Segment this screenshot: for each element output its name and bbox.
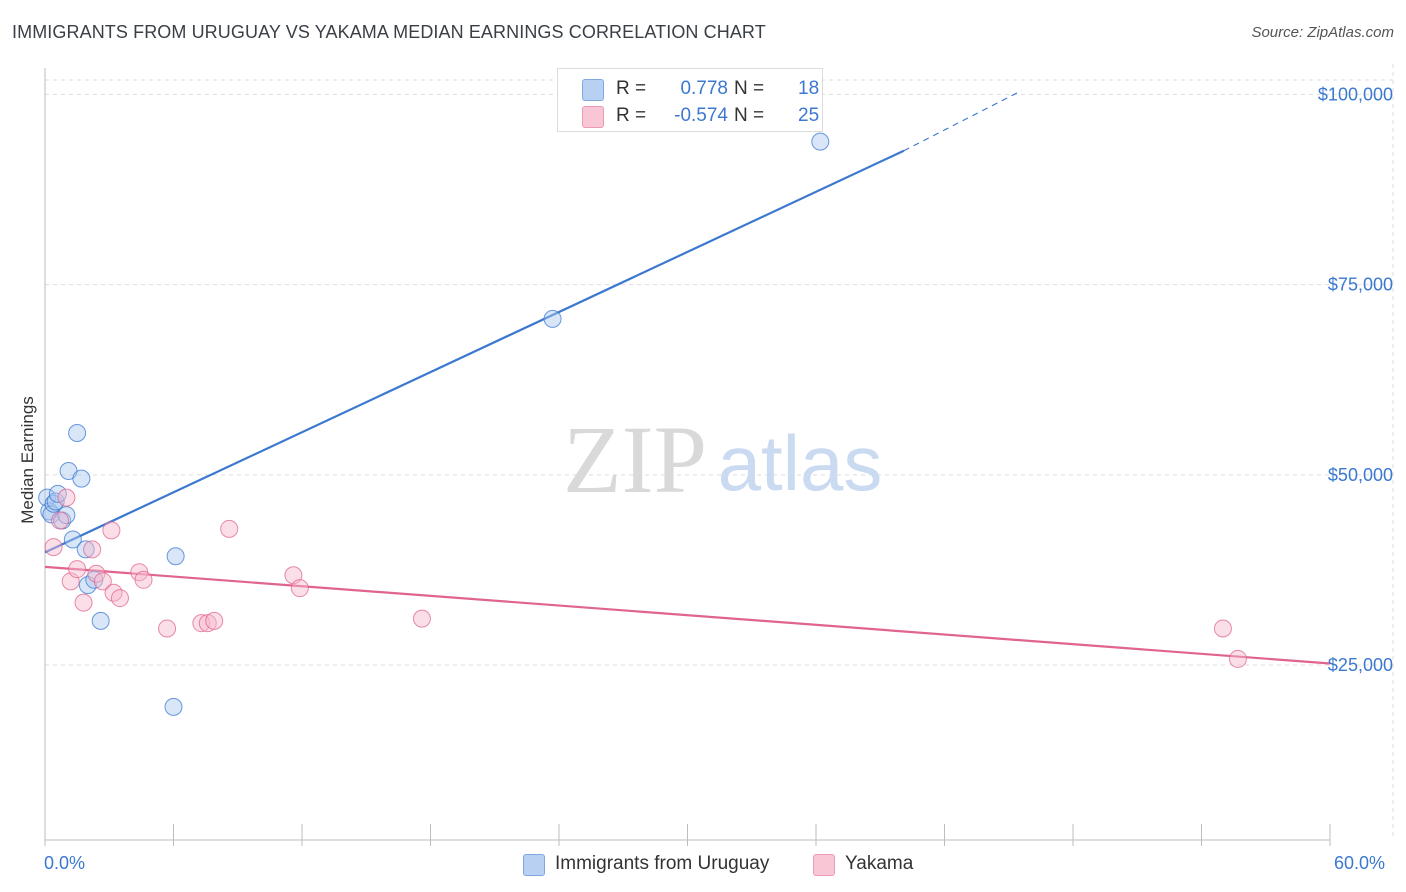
point-pink [87,564,106,583]
point-pink [205,611,224,630]
point-pink [412,609,431,628]
point-blue [48,484,67,503]
legend-swatch-yakama [582,106,604,128]
trendline-extension-blue [903,90,1022,152]
y-tick-label: $50,000 [1328,465,1393,485]
legend-r-label: R = [616,105,647,126]
legend-series-name: Immigrants from Uruguay [555,853,770,874]
point-pink [1213,619,1232,638]
point-pink [50,511,69,530]
gridlines [45,64,1394,840]
y-tick-label: $25,000 [1328,655,1393,675]
legend-swatch-uruguay [582,79,604,101]
point-blue [72,469,91,488]
point-pink [102,521,121,540]
source-label: Source: ZipAtlas.com [1251,24,1394,41]
trendline-blue [44,149,905,554]
legend-r-value: 0.778 [680,78,728,99]
legend-r-value: -0.574 [674,105,728,126]
y-tick-labels: $25,000 $50,000 $75,000 $100,000 [1318,84,1393,675]
point-blue [164,697,183,716]
point-blue [166,547,185,566]
x-tick-label-max: 60.0% [1334,853,1386,873]
point-blue [63,530,82,549]
point-pink [134,570,153,589]
legend-n-label: N = [734,78,765,99]
point-blue [91,611,110,630]
legend-n-value: 18 [798,78,820,99]
legend-series-name: Yakama [845,853,914,874]
point-pink [44,538,63,557]
point-pink [68,560,87,579]
point-pink [1228,649,1247,668]
point-pink [220,519,239,538]
trendline-pink [44,565,1331,665]
point-pink [110,589,129,608]
point-blue [76,540,95,559]
point-pink [57,488,76,507]
legend-r-label: R = [616,78,647,99]
point-blue [811,132,830,151]
legend-swatch-yakama [813,854,835,876]
watermark-zip: ZIP [563,406,707,513]
y-tick-label: $75,000 [1328,275,1393,295]
point-pink [290,579,309,598]
point-pink [158,619,177,638]
trendlines [44,90,1331,665]
axes [44,68,1331,846]
point-blue [543,309,562,328]
watermark-atlas: atlas [718,419,883,507]
legend-n-label: N = [734,105,765,126]
point-blue [46,492,65,511]
data-points [38,132,1247,716]
x-tick-label-min: 0.0% [44,853,86,873]
point-pink [83,540,102,559]
point-blue [68,423,87,442]
legend-swatch-uruguay [523,854,545,876]
point-pink [93,572,112,591]
correlation-legend: R = 0.778 N = 18 R = -0.574 N = 25 [557,68,823,132]
point-pink [74,593,93,612]
y-tick-label: $100,000 [1318,84,1393,104]
chart-title: IMMIGRANTS FROM URUGUAY VS YAKAMA MEDIAN… [12,22,766,42]
legend-n-value: 25 [798,105,820,126]
